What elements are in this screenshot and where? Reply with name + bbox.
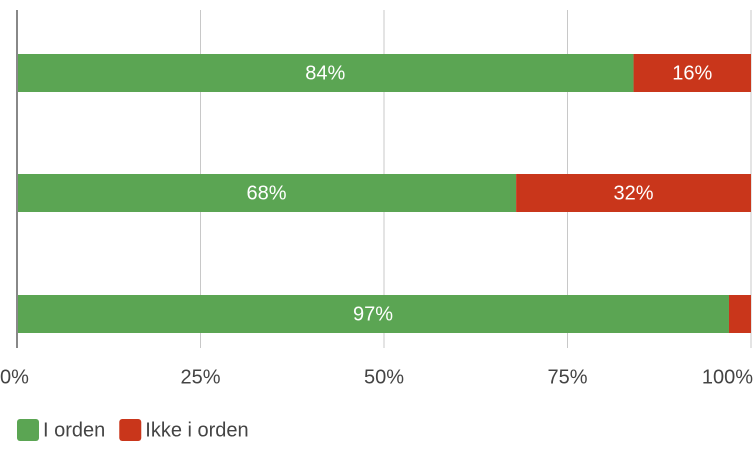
x-tick-label: 25% — [180, 366, 220, 388]
x-tick-label: 75% — [547, 366, 587, 388]
data-label: 16% — [672, 62, 712, 84]
bar-segment — [516, 174, 751, 212]
data-label: 97% — [353, 303, 393, 325]
bar-segment — [17, 54, 634, 92]
legend-swatch — [119, 419, 142, 441]
legend: I orden Ikke i orden — [17, 419, 249, 441]
legend-label: Ikke i orden — [145, 419, 248, 441]
x-tick-label: 100% — [702, 366, 753, 388]
legend-swatch — [17, 419, 39, 441]
bar-segment — [17, 174, 517, 212]
x-tick-label: 0% — [0, 366, 29, 388]
x-tick-label: 50% — [364, 366, 404, 388]
data-label: 32% — [614, 182, 654, 204]
legend-label: I orden — [43, 419, 105, 441]
data-labels: 84% 16% 68% 32% 97% — [247, 62, 713, 325]
data-label: 84% — [305, 62, 345, 84]
bar-segment — [633, 54, 751, 92]
bar-segment — [728, 295, 751, 333]
bar-segment — [17, 295, 729, 333]
x-axis: 0% 25% 50% 75% 100% — [0, 10, 753, 388]
data-label: 68% — [247, 182, 287, 204]
bars — [17, 54, 751, 333]
